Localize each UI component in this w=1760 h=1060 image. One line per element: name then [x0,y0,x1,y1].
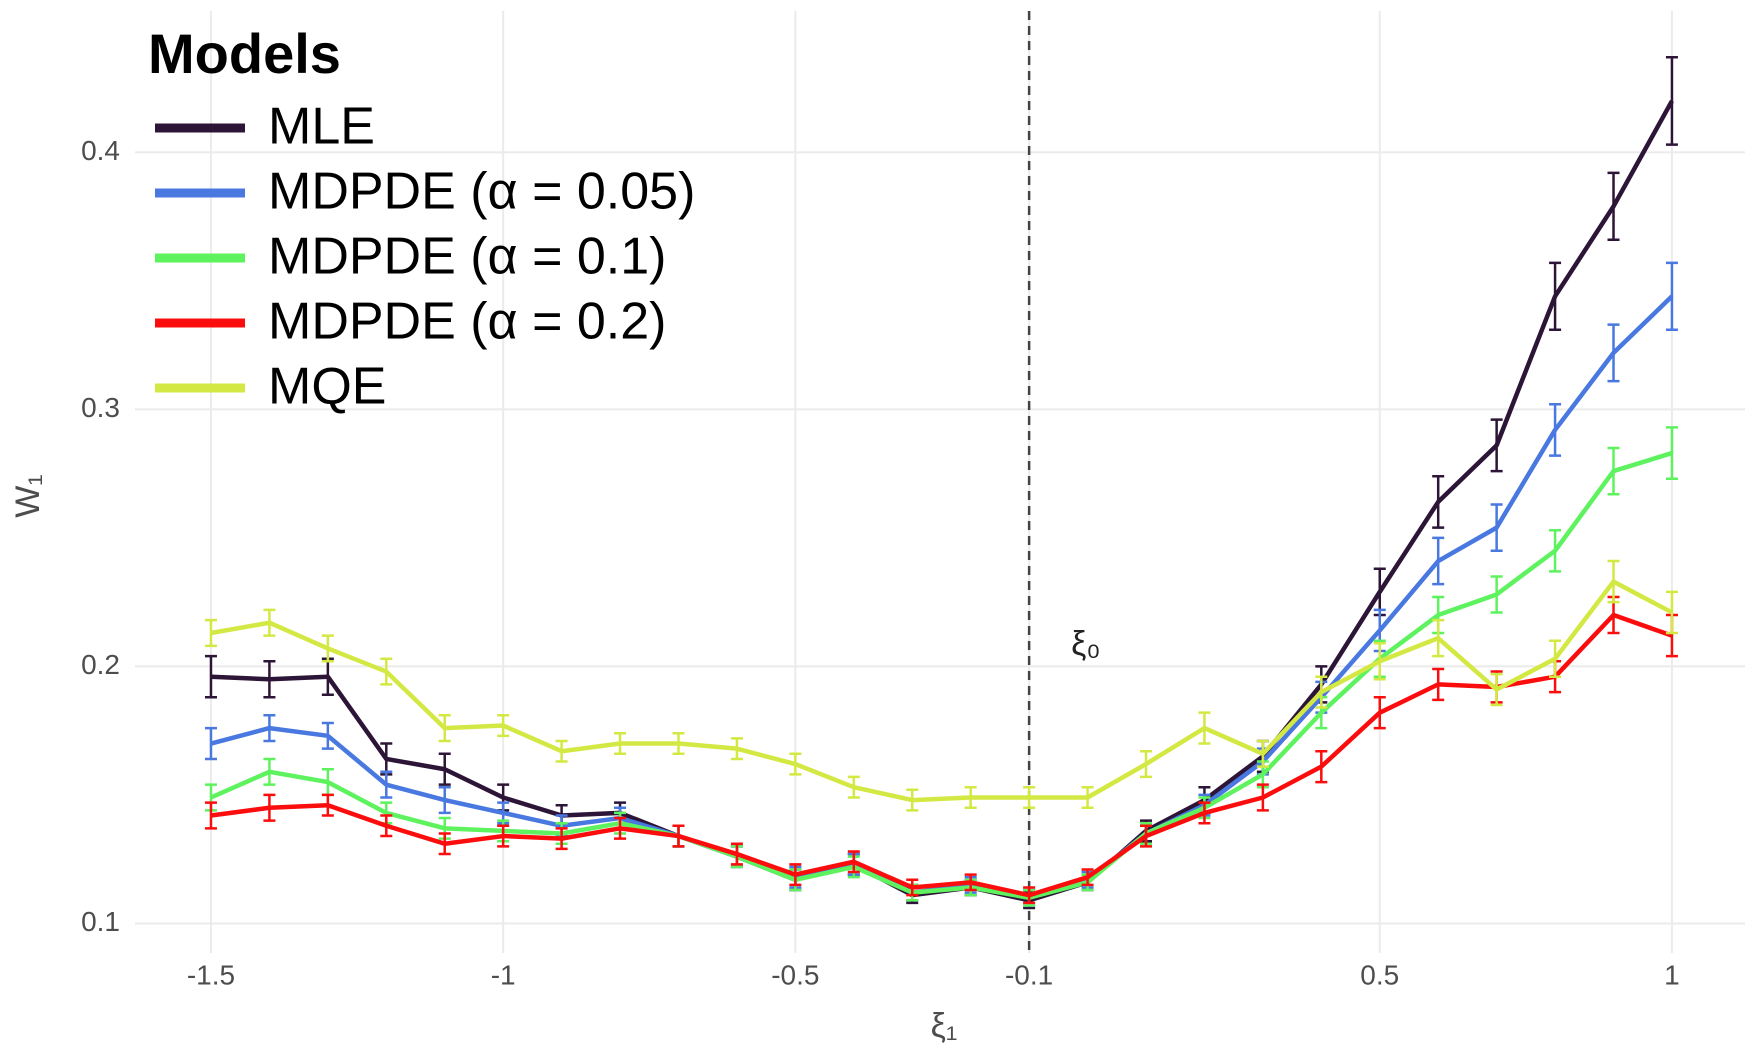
legend-label: MQE [268,358,386,416]
legend-label: MLE [268,98,375,156]
legend-label: MDPDE (α = 0.2) [268,293,666,351]
y-tick-label: 0.1 [81,906,120,937]
legend-title: Models [148,22,341,85]
series-line [210,99,1674,903]
y-tick-label: 0.2 [81,649,120,680]
annotation: ξ₀ [1071,625,1100,663]
series-line [210,612,1673,898]
series-line [210,579,1674,803]
y-tick-label: 0.4 [81,135,120,166]
x-tick-label: 0.5 [1360,959,1399,990]
y-axis-label: W₁ [9,474,47,518]
series-line [210,294,1674,900]
series-line [210,450,1673,900]
x-tick-label: -1 [491,959,516,990]
y-tick-label: 0.3 [81,392,120,423]
x-tick-label: 1 [1664,959,1680,990]
x-tick-label: -0.5 [771,959,819,990]
x-tick-label: -0.1 [1005,959,1053,990]
legend-label: MDPDE (α = 0.1) [268,228,666,286]
x-axis-label: ξ₁ [931,1007,958,1045]
x-tick-label: -1.5 [187,959,235,990]
legend-label: MDPDE (α = 0.05) [268,163,695,221]
